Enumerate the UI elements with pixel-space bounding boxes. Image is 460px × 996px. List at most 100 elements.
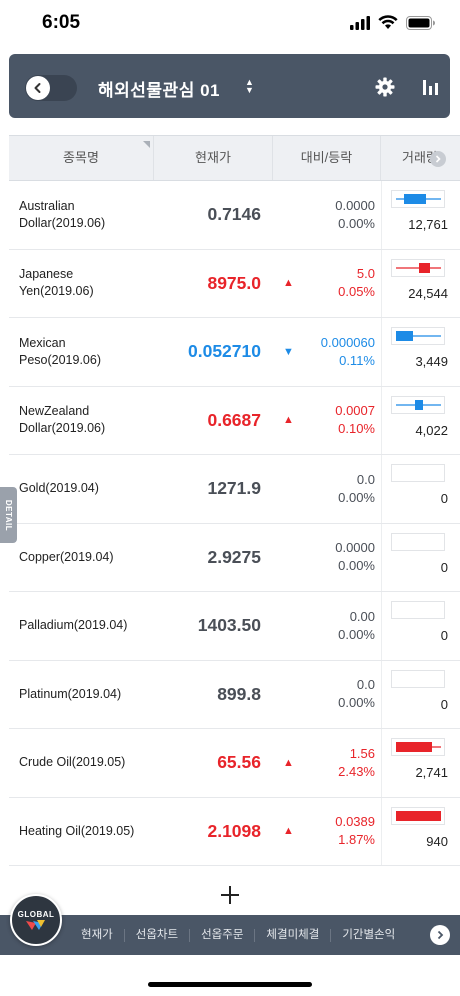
volume-cell: 24,544: [381, 249, 460, 317]
instrument-name: Japanese Yen(2019.06): [19, 250, 154, 318]
change-value: 0.0: [356, 677, 375, 693]
column-header-change[interactable]: 대비/등락: [273, 136, 381, 180]
up-arrow-icon: ▲: [283, 825, 294, 838]
change-rate: 0.00%: [338, 558, 375, 574]
volume-cell: 2,741: [381, 729, 460, 797]
change-rate: 1.87%: [338, 832, 375, 848]
column-header-volume[interactable]: 거래량: [402, 150, 438, 165]
bottom-nav-items: 현재가 선옵차트 선옵주문 체결미체결 기간별손익: [70, 915, 406, 955]
app-header: 해외선물관심 01 ▲ ▼: [9, 54, 450, 118]
home-indicator: [148, 982, 312, 987]
instrument-name-line1: Platinum(2019.04): [19, 686, 122, 701]
mini-candle-chart: [396, 399, 441, 410]
column-header-price[interactable]: 현재가: [154, 136, 273, 180]
candle-box: [391, 601, 445, 619]
nav-executions[interactable]: 체결미체결: [255, 928, 332, 942]
table-row[interactable]: Mexican Peso(2019.06) 0.052710 ▼ 0.000060…: [9, 318, 460, 387]
status-bar: 6:05: [0, 0, 460, 50]
signal-icon: [350, 15, 370, 30]
mini-candle-chart: [396, 331, 441, 341]
volume-value: 24,544: [408, 285, 448, 301]
up-arrow-icon: ▲: [283, 414, 294, 427]
global-label: GLOBAL: [17, 909, 55, 919]
instrument-name-line2: Dollar(2019.06): [19, 421, 106, 436]
global-badge[interactable]: GLOBAL: [10, 894, 62, 946]
volume-cell: 940: [381, 797, 460, 865]
change-cell: 0.0 0.00%: [273, 661, 375, 729]
volume-cell: 0: [381, 660, 460, 728]
gear-icon[interactable]: [375, 77, 395, 97]
change-rate: 0.00%: [338, 695, 375, 711]
battery-icon: [406, 15, 435, 30]
change-cell: 1.56 2.43%: [273, 729, 375, 797]
current-price: 65.56: [217, 752, 261, 773]
instrument-name-line1: Palladium(2019.04): [19, 618, 128, 633]
detail-tab[interactable]: DETAIL: [0, 487, 17, 543]
instrument-name: Palladium(2019.04): [19, 592, 154, 660]
watchlist-table: 종목명 현재가 대비/등락 거래량 Australian Dollar(2019.…: [9, 135, 460, 866]
instrument-name: Platinum(2019.04): [19, 661, 154, 729]
back-button[interactable]: [25, 75, 77, 101]
table-row[interactable]: Australian Dollar(2019.06) 0.7146 0.0000 …: [9, 181, 460, 250]
change-cell: 0.0389 1.87%: [273, 798, 375, 866]
candle-box: [391, 806, 445, 825]
candle-box: [391, 532, 445, 551]
volume-cell: 0: [381, 592, 460, 660]
up-arrow-icon: ▲: [283, 756, 294, 769]
change-value: 5.0: [356, 266, 375, 282]
instrument-name: Copper(2019.04): [19, 524, 154, 592]
sort-arrows-icon[interactable]: ▲ ▼: [245, 77, 254, 95]
change-cell: 5.0 0.05%: [273, 250, 375, 318]
back-arrow-icon: [26, 76, 50, 100]
current-price: 1403.50: [197, 615, 261, 636]
candle-box: [391, 327, 445, 345]
change-rate: 0.10%: [338, 421, 375, 437]
candle-box: [391, 190, 445, 208]
volume-cell: 3,449: [381, 318, 460, 386]
table-row[interactable]: Heating Oil(2019.05) 2.1098 ▲ 0.0389 1.8…: [9, 797, 460, 866]
table-row[interactable]: Palladium(2019.04) 1403.50 0.00 0.00% 0: [9, 592, 460, 661]
volume-value: 0: [440, 628, 448, 643]
change-rate: 0.11%: [339, 352, 375, 368]
volume-value: 3,449: [415, 354, 448, 369]
mini-candle-chart: [396, 194, 441, 204]
table-row[interactable]: NewZealand Dollar(2019.06) 0.6687 ▲ 0.000…: [9, 386, 460, 455]
volume-value: 2,741: [415, 765, 448, 780]
change-value: 1.56: [349, 745, 375, 761]
change-value: 0.000060: [320, 334, 375, 350]
down-arrow-icon: ▼: [283, 345, 294, 358]
column-header-name[interactable]: 종목명: [9, 136, 154, 180]
instrument-name-line2: Yen(2019.06): [19, 284, 94, 299]
current-price: 0.6687: [207, 409, 261, 430]
bar-chart-icon[interactable]: [422, 78, 440, 96]
instrument-name-line1: Copper(2019.04): [19, 549, 114, 564]
add-item-button[interactable]: [0, 877, 460, 913]
nav-period-pnl[interactable]: 기간별손익: [342, 928, 396, 941]
up-arrow-icon: ▲: [283, 277, 294, 290]
table-row[interactable]: Japanese Yen(2019.06) 8975.0 ▲ 5.0 0.05% …: [9, 249, 460, 318]
table-row[interactable]: Gold(2019.04) 1271.9 0.0 0.00% 0: [9, 455, 460, 524]
change-rate: 0.00%: [338, 489, 375, 505]
change-value: 0.0000: [335, 540, 375, 556]
current-price: 899.8: [217, 683, 261, 704]
nav-futures-order[interactable]: 선옵주문: [190, 928, 256, 942]
nav-next-icon[interactable]: [430, 925, 450, 945]
nav-current-price[interactable]: 현재가: [70, 928, 125, 942]
table-row[interactable]: Platinum(2019.04) 899.8 0.0 0.00% 0: [9, 660, 460, 729]
current-price: 1271.9: [207, 478, 261, 499]
volume-cell: 12,761: [381, 181, 460, 249]
table-header: 종목명 현재가 대비/등락 거래량: [9, 135, 460, 181]
mini-candle-chart: [396, 742, 441, 752]
watchlist-title[interactable]: 해외선물관심 01: [98, 81, 220, 100]
instrument-name-line1: Crude Oil(2019.05): [19, 755, 126, 770]
change-value: 0.0000: [335, 197, 375, 213]
current-price: 2.9275: [207, 546, 261, 567]
table-row[interactable]: Crude Oil(2019.05) 65.56 ▲ 1.56 2.43% 2,…: [9, 729, 460, 798]
chevron-right-icon[interactable]: [430, 151, 446, 167]
instrument-name-line1: Mexican: [19, 335, 66, 350]
instrument-name-line1: NewZealand: [19, 404, 90, 419]
sort-corner-icon: [143, 141, 150, 148]
instrument-name: Crude Oil(2019.05): [19, 729, 154, 797]
nav-futures-chart[interactable]: 선옵차트: [125, 928, 191, 942]
table-row[interactable]: Copper(2019.04) 2.9275 0.0000 0.00% 0: [9, 523, 460, 592]
